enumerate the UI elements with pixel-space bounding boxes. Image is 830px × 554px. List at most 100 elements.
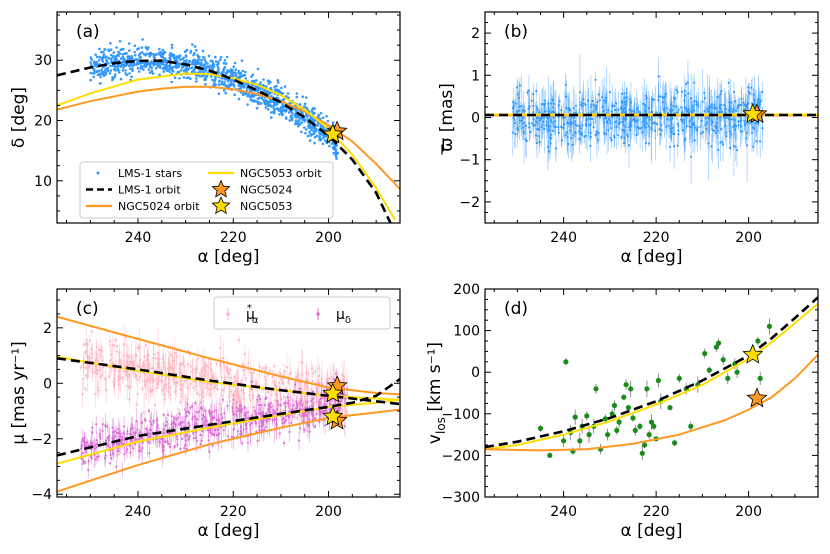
mu-delta-point (186, 410, 190, 413)
lms1-star (560, 126, 563, 129)
lms1-star (523, 109, 526, 112)
lms1-star (97, 58, 101, 62)
lms1-star (161, 48, 165, 52)
lms1-star (676, 91, 679, 94)
lms1-star (270, 116, 273, 119)
mu-alpha-point (149, 389, 152, 392)
mu-delta-point (170, 415, 173, 418)
mu-alpha-point (281, 381, 284, 384)
mu-delta-point (215, 408, 218, 411)
lms1-star (180, 66, 184, 69)
lms1-star (237, 69, 240, 73)
lms1-star (317, 113, 321, 117)
mu-alpha-point (287, 381, 290, 384)
lms1-star (244, 70, 247, 74)
y-axis-label: δ [deg] (9, 87, 29, 148)
lms1-star (152, 52, 155, 56)
lms1-star (161, 55, 164, 59)
lms1-star (311, 119, 315, 122)
lms1-star (521, 126, 524, 129)
lms1-star (217, 83, 221, 87)
mu-delta-point (241, 442, 244, 445)
mu-delta-point (123, 425, 126, 428)
mu-delta-point (199, 443, 202, 446)
lms1-star (207, 54, 211, 58)
lms1-star (693, 109, 696, 112)
lms1-star (303, 126, 306, 129)
lms1-star (535, 116, 538, 120)
lms1-star (136, 59, 140, 63)
mu-delta-point (283, 442, 286, 445)
mu-alpha-point (176, 381, 179, 384)
mu-alpha-point (86, 365, 89, 368)
lms1-star (670, 107, 673, 110)
lms1-star (246, 103, 249, 106)
lms1-star (732, 126, 735, 129)
mu-alpha-point (179, 401, 182, 404)
lms1-star (158, 47, 161, 51)
lms1-star (278, 109, 281, 112)
lms1-star (685, 124, 688, 128)
mu-alpha-point (118, 360, 121, 363)
mu-alpha-point (306, 385, 309, 388)
mu-alpha-point (264, 378, 268, 382)
mu-alpha-point (112, 384, 115, 387)
lms1-star (280, 109, 284, 112)
mu-alpha-point (289, 398, 292, 401)
lms1-star (317, 115, 320, 119)
lms1-star (701, 100, 704, 103)
lms1-star (176, 70, 180, 74)
lms1-star (532, 93, 535, 96)
mu-alpha-point (223, 377, 226, 380)
lms1-star (190, 70, 194, 74)
lms1-star (303, 105, 306, 108)
y-tick-label: −2 (459, 195, 480, 211)
mu-alpha-point (180, 389, 183, 392)
mu-delta-point (243, 406, 246, 409)
lms1-star (520, 119, 523, 122)
lms1-star (96, 69, 99, 73)
mu-delta-point (117, 450, 120, 453)
lms1-star (165, 64, 168, 67)
lms1-star (93, 69, 96, 73)
mu-delta-point (213, 429, 216, 432)
lms1-star (241, 69, 245, 73)
mu-alpha-point (97, 348, 101, 352)
lms1-star (267, 82, 271, 85)
mu-alpha-point (282, 396, 285, 399)
lms1-star (719, 141, 722, 144)
mu-alpha-point (310, 367, 313, 370)
mu-alpha-point (220, 376, 223, 379)
x-tick-label: 220 (643, 230, 670, 246)
lms1-star (578, 91, 582, 94)
lms1-star (321, 116, 325, 120)
lms1-star (218, 79, 221, 83)
lms1-star (613, 134, 616, 137)
mu-alpha-point (97, 389, 100, 392)
mu-delta-point (284, 419, 287, 422)
lms1-star (310, 110, 314, 114)
lms1-star (116, 67, 120, 70)
mu-alpha-point (174, 381, 177, 384)
lms1-star (264, 101, 268, 104)
lms1-star (617, 108, 620, 111)
mu-alpha-point (202, 395, 205, 398)
lms1-star (170, 46, 174, 49)
lms1-star (705, 121, 708, 124)
lms1-star (570, 136, 573, 140)
mu-delta-point (192, 437, 195, 440)
lms1-star (589, 106, 593, 109)
lms1-star (220, 80, 224, 83)
lms1-star (682, 129, 685, 132)
lms1-star (232, 65, 235, 68)
legend-label: LMS-1 orbit (118, 184, 181, 197)
lms1-star (165, 59, 168, 62)
lms1-star (335, 157, 338, 160)
mu-delta-point (208, 409, 211, 412)
lms1-star (643, 125, 647, 128)
lms1-star (535, 128, 539, 131)
lms1-star (535, 90, 538, 93)
mu-alpha-point (120, 363, 123, 366)
lms1-star (305, 96, 308, 99)
